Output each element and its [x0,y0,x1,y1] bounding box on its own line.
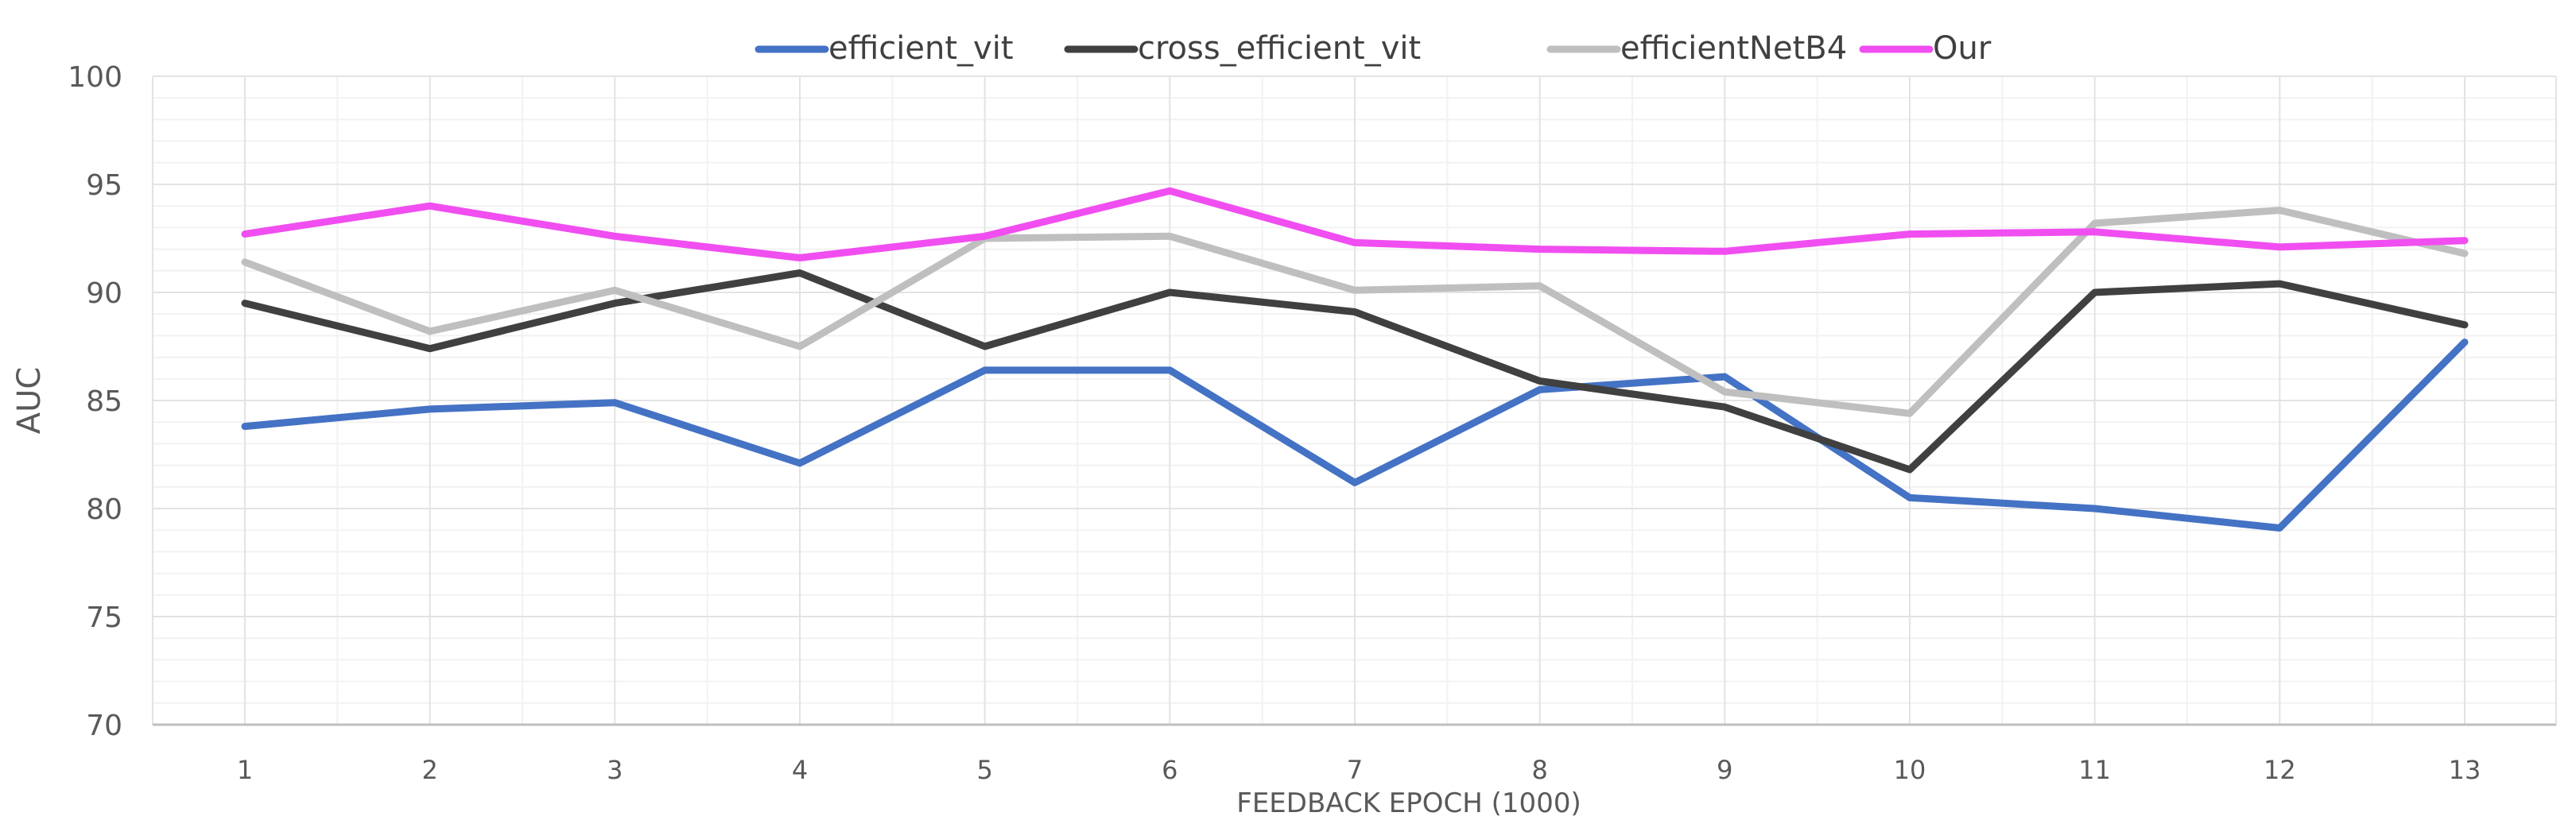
series-line-our [241,187,2469,261]
x-tick-label: 10 [1894,755,1926,785]
series-line-efficient-vit [241,338,2469,532]
x-axis-tick-labels: 1 2 3 4 5 6 7 8 9 10 11 12 13 [237,755,2481,785]
legend-label-our: Our [1933,30,1992,67]
x-tick-label: 12 [2264,755,2296,785]
legend-label-efficientnetb4: efficientNetB4 [1620,30,1847,67]
y-axis-tick-labels: 70 75 80 85 90 95 100 [68,61,122,742]
y-tick-label: 95 [86,169,122,202]
x-tick-label: 1 [237,755,253,785]
y-tick-label: 100 [68,61,122,94]
x-tick-label: 5 [976,755,992,785]
y-tick-label: 70 [86,710,122,742]
series-line-cross-efficient-vit [241,269,2469,474]
series-line-efficientnetb4 [241,207,2469,417]
x-tick-label: 6 [1162,755,1177,785]
x-tick-label: 2 [421,755,437,785]
y-tick-label: 85 [86,385,122,418]
x-tick-label: 3 [607,755,623,785]
x-tick-label: 4 [792,755,808,785]
x-tick-label: 9 [1717,755,1732,785]
major-gridlines [152,75,2557,725]
series-lines [241,187,2469,532]
legend-label-efficient-vit: efficient_vit [828,30,1014,67]
y-tick-label: 90 [86,277,122,310]
x-tick-label: 13 [2449,755,2481,785]
legend-label-cross-efficient-vit: cross_efficient_vit [1138,30,1421,67]
x-axis-title: FEEDBACK EPOCH (1000) [1236,787,1581,819]
y-tick-label: 75 [86,602,122,634]
x-tick-label: 11 [2078,755,2111,785]
x-tick-label: 7 [1347,755,1363,785]
x-tick-label: 8 [1531,755,1547,785]
y-tick-label: 80 [86,493,122,526]
legend: efficient_vit cross_efficient_vit efficien… [755,30,1992,67]
y-axis-title: AUC [11,367,48,435]
